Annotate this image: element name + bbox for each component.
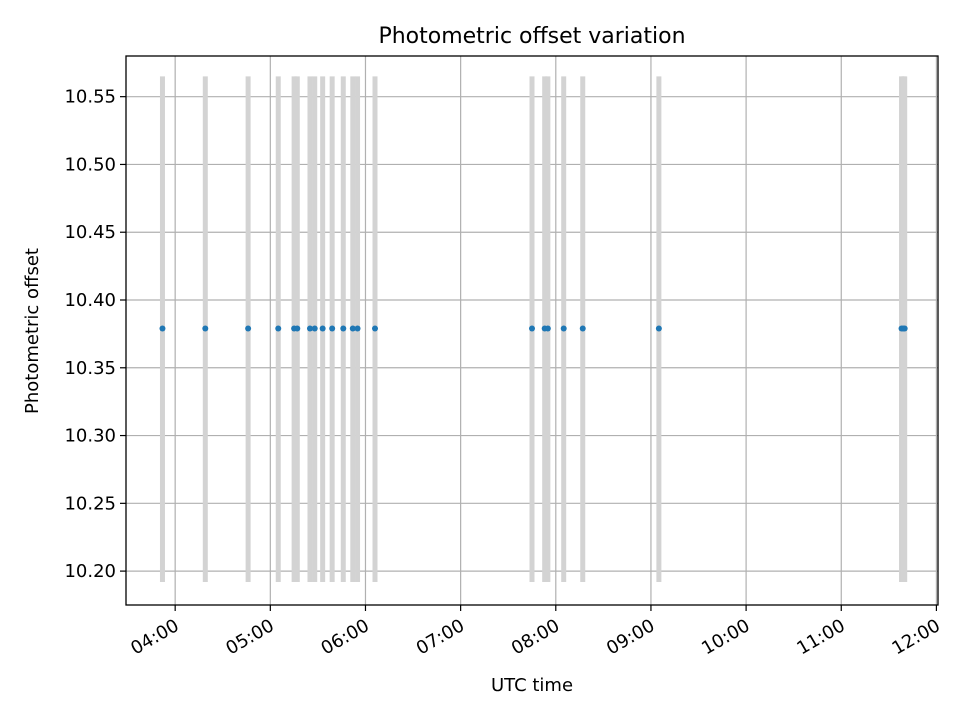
data-point <box>294 325 301 332</box>
data-point <box>544 325 551 332</box>
data-point <box>275 325 282 332</box>
y-tick-label: 10.35 <box>64 358 116 379</box>
data-point <box>245 325 252 332</box>
y-tick-label: 10.50 <box>64 154 116 175</box>
x-tick-label: 11:00 <box>793 615 848 659</box>
data-point <box>655 325 662 332</box>
x-axis-label: UTC time <box>491 675 573 696</box>
x-tick-label: 07:00 <box>413 615 468 659</box>
y-tick-label: 10.25 <box>64 493 116 514</box>
plot-frame <box>125 55 939 606</box>
y-tick-label: 10.55 <box>64 87 116 108</box>
x-tick-label: 09:00 <box>603 615 658 659</box>
x-tick-label: 06:00 <box>318 615 373 659</box>
x-tick-label: 04:00 <box>127 615 182 659</box>
y-axis-label: Photometric offset <box>22 248 43 414</box>
data-point <box>901 325 908 332</box>
data-point <box>354 325 361 332</box>
data-point <box>311 325 318 332</box>
y-tick-label: 10.45 <box>64 222 116 243</box>
data-point <box>319 325 326 332</box>
data-point <box>340 325 347 332</box>
data-point <box>349 325 356 332</box>
x-tick-label: 12:00 <box>888 615 943 659</box>
y-tick-label: 10.40 <box>64 290 116 311</box>
x-tick-label: 08:00 <box>508 615 563 659</box>
data-point <box>202 325 209 332</box>
data-point <box>329 325 336 332</box>
y-tick-label: 10.30 <box>64 426 116 447</box>
y-ticks: 10.20 10.25 10.30 10.35 10.40 10.45 10.50 10.55 <box>64 87 126 582</box>
x-tick-label: 10:00 <box>698 615 753 659</box>
data-point <box>579 325 586 332</box>
x-ticks: 04:00 05:00 06:00 07:00 08:00 09:00 10:00 11:00… <box>127 605 944 659</box>
data-point <box>159 325 166 332</box>
data-point <box>529 325 535 332</box>
data-point <box>560 325 567 332</box>
x-tick-label: 05:00 <box>222 615 277 659</box>
y-tick-label: 10.20 <box>64 561 116 582</box>
data-point <box>306 325 313 332</box>
chart-title: Photometric offset variation <box>378 24 685 49</box>
points <box>159 325 908 332</box>
data-point <box>371 325 378 332</box>
